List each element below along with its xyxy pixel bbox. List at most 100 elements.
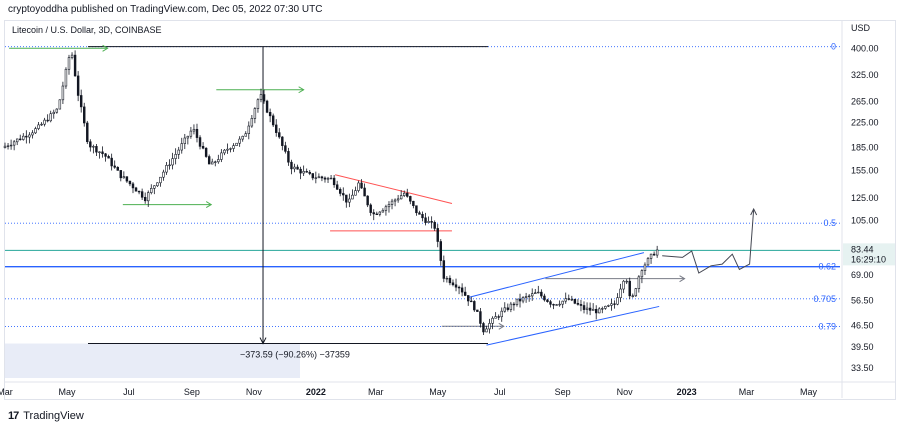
candle-down bbox=[482, 323, 485, 333]
candle-up bbox=[558, 303, 561, 306]
channel-lower-line bbox=[486, 305, 660, 346]
candle-up bbox=[521, 297, 525, 302]
shade-layer bbox=[5, 343, 300, 378]
price-tick: 225.00 bbox=[851, 117, 879, 127]
candle-down bbox=[275, 124, 278, 133]
candle-up bbox=[192, 128, 196, 132]
candle-up bbox=[183, 137, 187, 144]
candle-up bbox=[12, 141, 16, 146]
measure-label: −373.59 (−90.26%) −37359 bbox=[240, 350, 350, 360]
candle-up bbox=[378, 211, 382, 215]
candle-down bbox=[95, 146, 98, 153]
candle-up bbox=[256, 99, 260, 109]
candle-down bbox=[287, 151, 290, 163]
candle-up bbox=[384, 206, 388, 211]
candle-up bbox=[585, 307, 589, 310]
time-tick: Nov bbox=[246, 387, 263, 397]
candle-down bbox=[335, 184, 339, 190]
chart-frame[interactable] bbox=[4, 20, 896, 400]
candle-down bbox=[290, 161, 293, 170]
candle-up bbox=[534, 292, 537, 294]
candle-down bbox=[125, 176, 129, 182]
candle-down bbox=[512, 303, 516, 306]
candle-down bbox=[457, 286, 461, 289]
candle-up bbox=[92, 146, 95, 148]
candle-up bbox=[354, 190, 357, 196]
candle-down bbox=[207, 156, 211, 165]
candle-down bbox=[311, 173, 315, 179]
candle-down bbox=[436, 228, 439, 242]
tradingview-brand: TradingView bbox=[23, 410, 84, 422]
time-tick: Mar bbox=[368, 387, 384, 397]
candle-down bbox=[613, 303, 616, 305]
candle-down bbox=[366, 195, 369, 206]
time-tick: May bbox=[429, 387, 447, 397]
candle-up bbox=[171, 158, 174, 166]
candle-up bbox=[643, 264, 647, 271]
candle-down bbox=[439, 241, 442, 261]
fib-label: 0.79 bbox=[818, 322, 836, 332]
candle-down bbox=[73, 54, 77, 77]
candle-up bbox=[619, 288, 622, 299]
green-arrowhead bbox=[102, 44, 109, 52]
candle-down bbox=[101, 151, 104, 155]
candle-up bbox=[223, 149, 226, 154]
candle-down bbox=[418, 212, 421, 215]
time-tick: Sep bbox=[184, 387, 200, 397]
forecast-path bbox=[662, 208, 755, 274]
candle-up bbox=[229, 148, 232, 150]
candle-up bbox=[637, 276, 641, 289]
candle-up bbox=[591, 308, 595, 311]
candle-down bbox=[473, 301, 476, 311]
price-tick: 155.00 bbox=[851, 166, 879, 176]
price-tick: 33.50 bbox=[851, 363, 874, 373]
candle-up bbox=[241, 135, 244, 140]
candle-up bbox=[357, 182, 360, 191]
price-tick: 265.00 bbox=[851, 96, 879, 106]
candle-up bbox=[399, 195, 403, 200]
candle-down bbox=[594, 308, 598, 314]
candle-down bbox=[201, 146, 205, 149]
candle-up bbox=[64, 68, 68, 87]
candle-down bbox=[119, 170, 123, 179]
candle-down bbox=[518, 298, 522, 302]
price-tick: 400.00 bbox=[851, 43, 879, 53]
candle-up bbox=[177, 149, 180, 155]
candle-up bbox=[37, 124, 40, 129]
candle-down bbox=[104, 153, 107, 157]
candle-up bbox=[238, 138, 241, 144]
fib-label: 0.705 bbox=[813, 294, 836, 304]
time-tick: 2023 bbox=[677, 387, 697, 397]
candle-up bbox=[168, 164, 171, 167]
candle-up bbox=[31, 132, 34, 136]
candle-down bbox=[332, 177, 336, 186]
candle-up bbox=[561, 300, 564, 305]
candle-up bbox=[351, 194, 354, 200]
fib-levels: 0 0.5 0.62 0.705 0.79 bbox=[5, 42, 840, 332]
candle-up bbox=[649, 253, 653, 259]
candle-down bbox=[552, 304, 555, 306]
tradingview-footer: 17 TradingView bbox=[8, 410, 84, 422]
measure-arrowhead bbox=[259, 337, 267, 345]
candle-up bbox=[165, 165, 168, 173]
candle-up bbox=[524, 296, 528, 298]
candle-down bbox=[198, 137, 202, 147]
candles bbox=[3, 50, 659, 336]
candle-down bbox=[143, 196, 147, 202]
candle-up bbox=[655, 249, 659, 256]
candle-up bbox=[601, 308, 604, 310]
candle-up bbox=[214, 161, 217, 163]
candle-down bbox=[463, 291, 467, 296]
candle-up bbox=[598, 308, 601, 314]
candle-up bbox=[189, 130, 193, 137]
candle-up bbox=[186, 135, 190, 139]
candle-down bbox=[128, 180, 132, 185]
drawings: −373.59 (−90.26%) −37359 bbox=[9, 44, 758, 360]
candle-up bbox=[217, 159, 220, 163]
candle-up bbox=[494, 316, 497, 319]
current-price-badge bbox=[843, 243, 895, 266]
candle-up bbox=[293, 166, 296, 170]
candle-down bbox=[406, 192, 409, 197]
candle-up bbox=[485, 328, 488, 333]
